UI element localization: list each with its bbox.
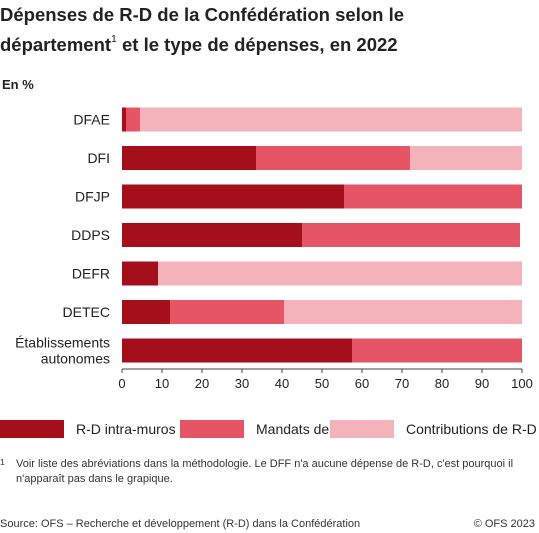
bar-ddps-mandats bbox=[302, 223, 520, 247]
category-label-dfjp: DFJP bbox=[75, 189, 110, 205]
legend-swatch-contributions bbox=[330, 420, 394, 438]
x-tick-label-0: 0 bbox=[118, 376, 125, 391]
category-label-defr: DEFR bbox=[72, 266, 110, 282]
title-line-2-rest: et le type de dépenses, en 2022 bbox=[116, 34, 398, 56]
x-tick-label-80: 80 bbox=[435, 376, 449, 391]
title-line-2: département bbox=[0, 34, 112, 56]
x-axis: 0 10 20 30 40 50 60 70 80 90 100 bbox=[118, 368, 533, 391]
title-line-1: Dépenses de R-D de la Confédération selo… bbox=[0, 4, 405, 25]
bar-dfae-contributions bbox=[140, 107, 522, 132]
bar-etablissements-autonomes-mandats bbox=[352, 338, 522, 363]
bar-etablissements-autonomes-intra bbox=[122, 338, 352, 363]
x-tick-label-100: 100 bbox=[511, 376, 533, 391]
bar-ddps-intra bbox=[122, 223, 302, 247]
legend: R-D intra-muros Mandats de R-D Contribut… bbox=[0, 420, 539, 440]
bar-detec-mandats bbox=[170, 300, 284, 324]
x-tick-label-10: 10 bbox=[155, 376, 169, 391]
x-tick-label-90: 90 bbox=[475, 376, 489, 391]
bar-dfjp-intra bbox=[122, 184, 344, 209]
title-footnote-marker: 1 bbox=[111, 33, 117, 45]
bar-dfjp-mandats bbox=[344, 184, 522, 209]
x-tick-label-20: 20 bbox=[195, 376, 209, 391]
legend-swatch-mandats bbox=[180, 420, 244, 438]
bar-dfi-mandats bbox=[256, 146, 410, 170]
bar-defr-contributions bbox=[158, 261, 522, 286]
legend-swatch-intra bbox=[0, 420, 64, 438]
footnote-text: Voir liste des abréviations dans la méth… bbox=[16, 458, 514, 485]
x-tick-label-60: 60 bbox=[355, 376, 369, 391]
category-label-dfae: DFAE bbox=[73, 112, 110, 128]
legend-label-intra: R-D intra-muros bbox=[76, 421, 176, 437]
legend-item-contributions: Contributions de R-D bbox=[330, 420, 537, 438]
bars-group bbox=[122, 107, 522, 363]
footnote-marker: 1 bbox=[0, 457, 5, 467]
bar-dfae-intra bbox=[122, 107, 126, 132]
bar-defr-intra bbox=[122, 261, 158, 286]
x-tick-label-50: 50 bbox=[315, 376, 329, 391]
bar-dfi-intra bbox=[122, 146, 256, 170]
category-label-ddps: DDPS bbox=[71, 227, 110, 243]
bar-detec-contributions bbox=[284, 300, 522, 324]
unit-label: En % bbox=[2, 77, 34, 92]
category-label-detec: DETEC bbox=[63, 304, 110, 320]
bar-dfi-contributions bbox=[410, 146, 522, 170]
source-note: Source: OFS – Recherche et développement… bbox=[0, 518, 361, 530]
x-tick-label-30: 30 bbox=[235, 376, 249, 391]
bar-dfae-mandats bbox=[126, 107, 140, 132]
bar-detec-intra bbox=[122, 300, 170, 324]
x-tick-label-70: 70 bbox=[395, 376, 409, 391]
category-label-etablissements-autonomes: Établissements autonomes bbox=[15, 335, 110, 367]
legend-item-intra: R-D intra-muros bbox=[0, 420, 176, 438]
category-label-dfi: DFI bbox=[87, 150, 110, 166]
copyright: © OFS 2023 bbox=[473, 518, 535, 530]
bar-chart: DFAE DFI DFJP DDPS DEFR DETEC Établissements au… bbox=[15, 107, 533, 391]
footnote: 1 Voir liste des abréviations dans la mé… bbox=[0, 457, 530, 487]
x-tick-label-40: 40 bbox=[275, 376, 289, 391]
chart-title: Dépenses de R-D de la Confédération selo… bbox=[0, 2, 535, 58]
legend-label-contributions: Contributions de R-D bbox=[406, 421, 537, 437]
category-labels: DFAE DFI DFJP DDPS DEFR DETEC Établissements au… bbox=[15, 112, 110, 367]
